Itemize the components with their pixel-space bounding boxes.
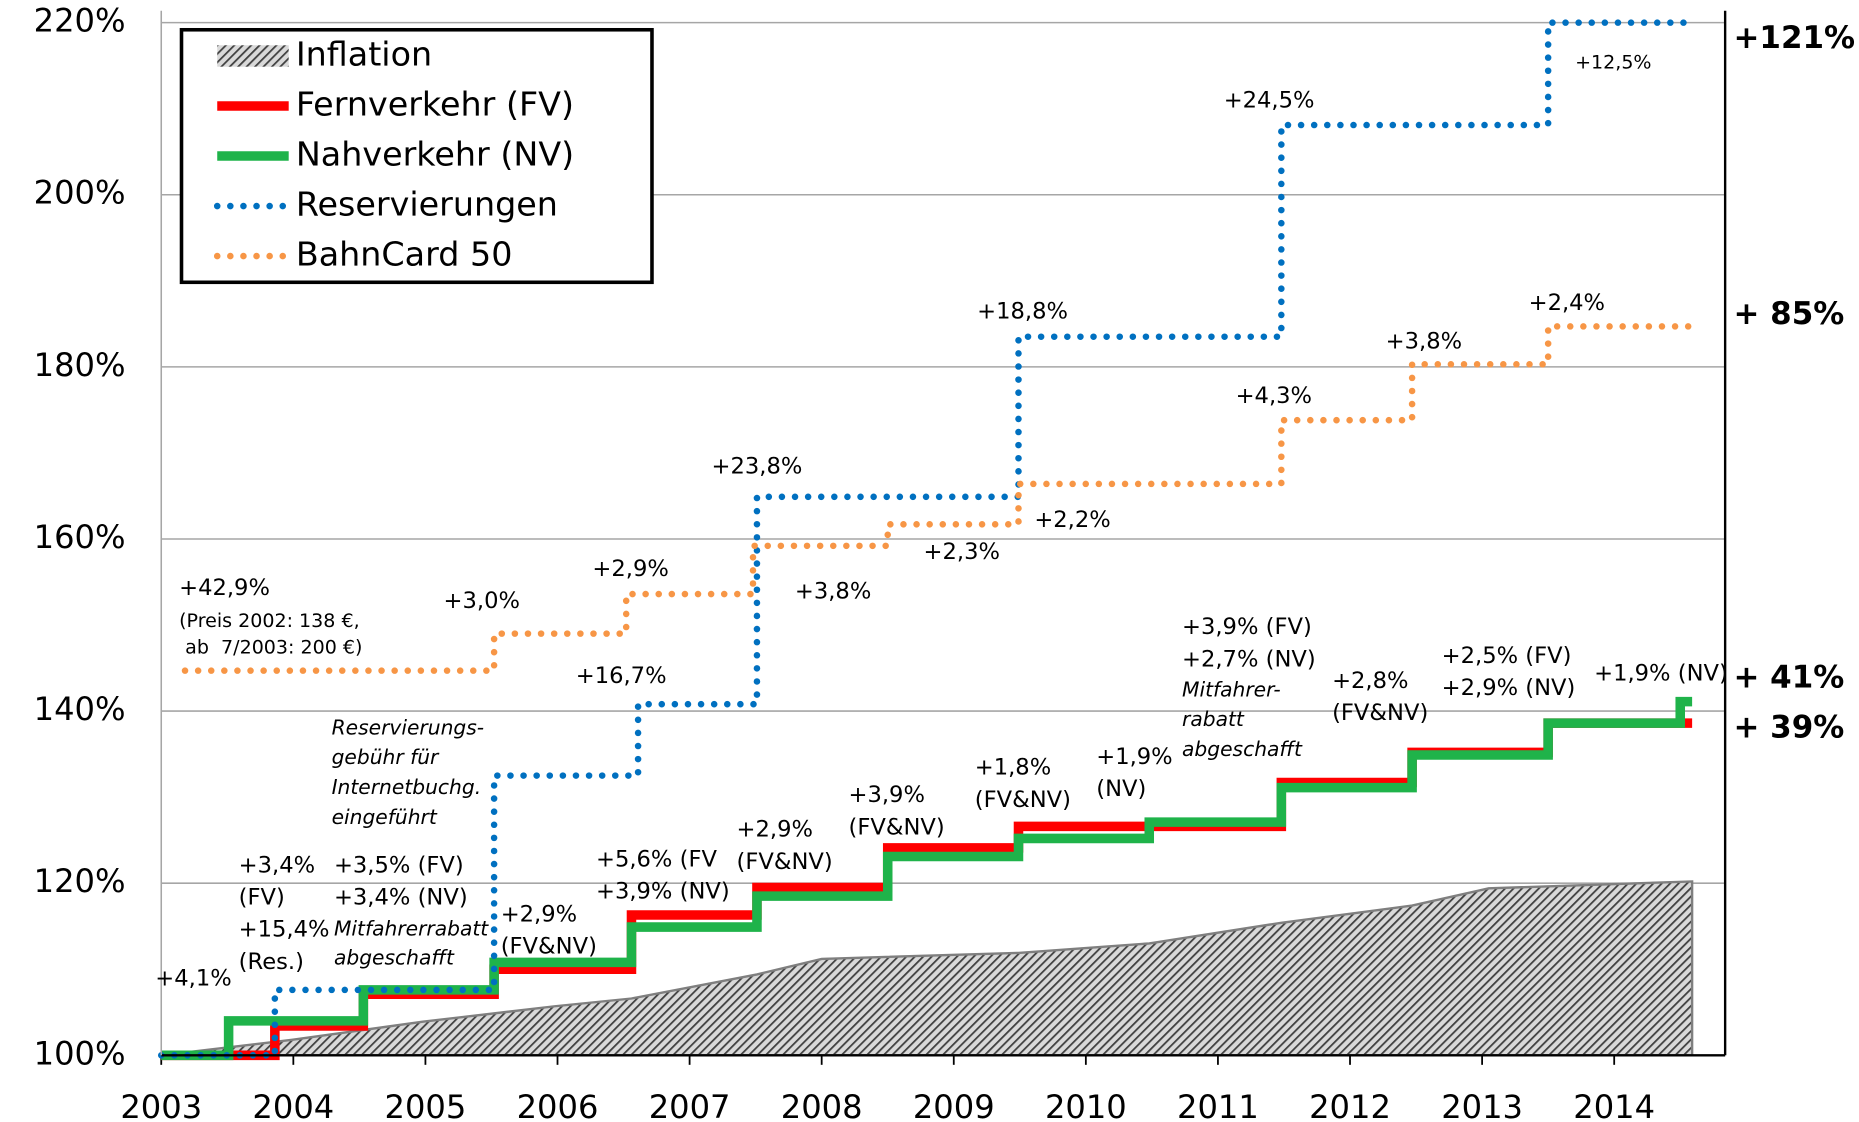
- annotation: +3,0%: [444, 588, 520, 614]
- annotation: +2,3%: [924, 539, 1000, 565]
- annotation: (NV): [1096, 776, 1146, 802]
- annotation: +23,8%: [712, 453, 803, 479]
- x-tick-label: 2014: [1573, 1088, 1655, 1122]
- x-tick-label: 2006: [517, 1088, 599, 1122]
- x-tick-label: 2003: [120, 1088, 202, 1122]
- annotation: (Preis 2002: 138 €,: [179, 610, 360, 632]
- annotation: Internetbuchg.: [332, 775, 482, 799]
- annotation: eingeführt: [332, 805, 438, 829]
- annotation: +3,8%: [795, 578, 871, 604]
- annotation: +4,3%: [1236, 383, 1312, 409]
- annotation: +2,9% (NV): [1442, 675, 1576, 701]
- y-tick-label: 140%: [34, 690, 126, 728]
- annotation: +2,5% (FV): [1442, 643, 1572, 669]
- annotation: abgeschafft: [1182, 737, 1303, 761]
- annotation: Reservierungs-: [332, 715, 485, 739]
- annotation: +1,8%: [975, 755, 1051, 781]
- annotation: +3,9%: [849, 782, 925, 808]
- annotation: +1,9% (NV): [1594, 661, 1728, 687]
- legend-swatch: [217, 45, 289, 67]
- legend-label: BahnCard 50: [296, 235, 513, 274]
- annotation: +16,7%: [576, 663, 667, 689]
- annotation: gebühr für: [332, 745, 440, 769]
- step-line: [157, 19, 1696, 1059]
- annotation: +3,4% (NV): [334, 885, 468, 911]
- legend-label: Inflation: [296, 34, 432, 73]
- annotation: +5,6% (FV: [596, 846, 717, 872]
- x-tick-label: 2004: [252, 1088, 334, 1122]
- end-label: + 39%: [1733, 709, 1844, 745]
- annotation: +15,4%: [239, 917, 330, 943]
- annotation: (FV&NV): [975, 787, 1071, 813]
- annotation: rabatt: [1182, 707, 1245, 731]
- inflation-area: [161, 880, 1694, 1057]
- annotation: abgeschafft: [334, 945, 455, 969]
- annotation: ab 7/2003: 200 €): [179, 636, 362, 658]
- x-tick-label: 2007: [649, 1088, 731, 1122]
- annotation: +2,8%: [1332, 668, 1408, 694]
- annotation: (FV&NV): [501, 933, 597, 959]
- legend-label: Nahverkehr (NV): [296, 135, 574, 174]
- annotation: +3,9% (NV): [596, 879, 730, 905]
- x-tick-label: 2011: [1177, 1088, 1259, 1122]
- annotation: +4,1%: [155, 966, 231, 992]
- y-tick-label: 220%: [34, 2, 126, 40]
- y-tick-label: 160%: [34, 518, 126, 556]
- annotation: (FV&NV): [849, 814, 945, 840]
- legend-label: Reservierungen: [296, 185, 558, 224]
- annotation: +3,4%: [239, 852, 315, 878]
- annotation: +2,9%: [737, 817, 813, 843]
- end-label: + 85%: [1733, 296, 1844, 332]
- y-tick-label: 200%: [34, 174, 126, 212]
- annotation: +2,2%: [1034, 507, 1110, 533]
- annotation: (FV&NV): [1332, 700, 1428, 726]
- annotation: +2,7% (NV): [1182, 646, 1316, 672]
- legend-label: Fernverkehr (FV): [296, 85, 574, 124]
- end-label: + 41%: [1733, 659, 1844, 695]
- annotation: (FV): [239, 885, 285, 911]
- annotation: +12,5%: [1575, 52, 1651, 74]
- x-tick-label: 2010: [1045, 1088, 1127, 1122]
- annotation: Mitfahrerrabatt: [334, 917, 489, 941]
- x-tick-label: 2013: [1441, 1088, 1523, 1122]
- end-label: +121%: [1733, 20, 1855, 56]
- x-tick-label: 2008: [781, 1088, 863, 1122]
- x-tick-label: 2009: [913, 1088, 995, 1122]
- annotation: +2,4%: [1529, 290, 1605, 316]
- y-tick-label: 180%: [34, 346, 126, 384]
- step-line: [181, 323, 1696, 674]
- annotation: +18,8%: [977, 299, 1068, 325]
- annotation: (FV&NV): [737, 849, 833, 875]
- annotation: Mitfahrer-: [1182, 677, 1281, 701]
- annotation: +2,9%: [501, 901, 577, 927]
- annotation: +3,8%: [1386, 328, 1462, 354]
- y-tick-label: 100%: [34, 1034, 126, 1072]
- annotation: +3,5% (FV): [334, 852, 464, 878]
- y-tick-label: 120%: [34, 862, 126, 900]
- x-tick-label: 2012: [1309, 1088, 1391, 1122]
- annotation: +42,9%: [179, 575, 270, 601]
- annotation: +1,9%: [1096, 744, 1172, 770]
- annotation: (Res.): [239, 949, 304, 975]
- annotation: +2,9%: [592, 556, 668, 582]
- x-tick-label: 2005: [385, 1088, 467, 1122]
- annotation: +3,9% (FV): [1182, 614, 1312, 640]
- annotation: +24,5%: [1224, 88, 1315, 114]
